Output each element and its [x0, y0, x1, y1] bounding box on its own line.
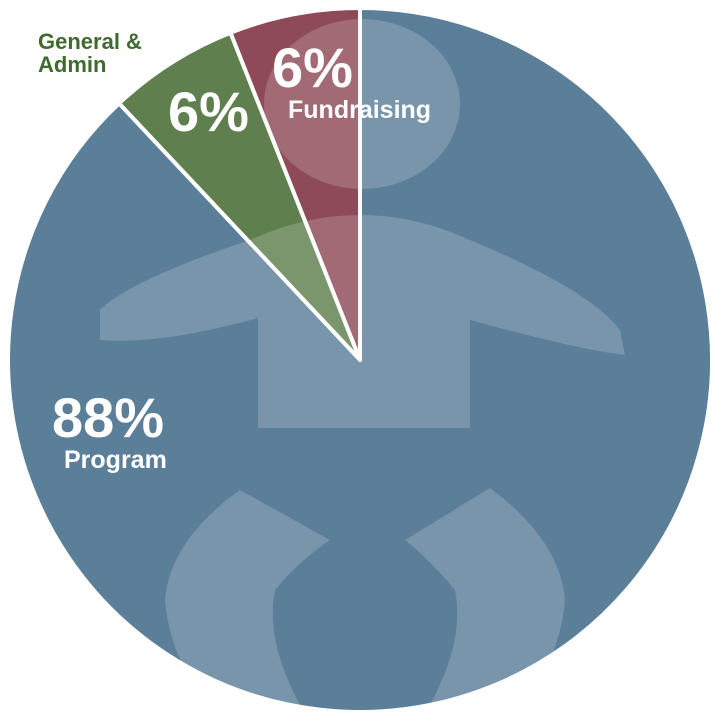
category-label: General & Admin — [38, 30, 178, 76]
value-label: 6% — [272, 40, 353, 96]
category-label: Program — [64, 448, 167, 473]
page: 6%Fundraising6%General & Admin88%Program… — [0, 0, 713, 717]
value-label: 88% — [52, 390, 164, 446]
value-label: 6% — [168, 84, 249, 140]
category-label: Fundraising — [288, 98, 431, 123]
